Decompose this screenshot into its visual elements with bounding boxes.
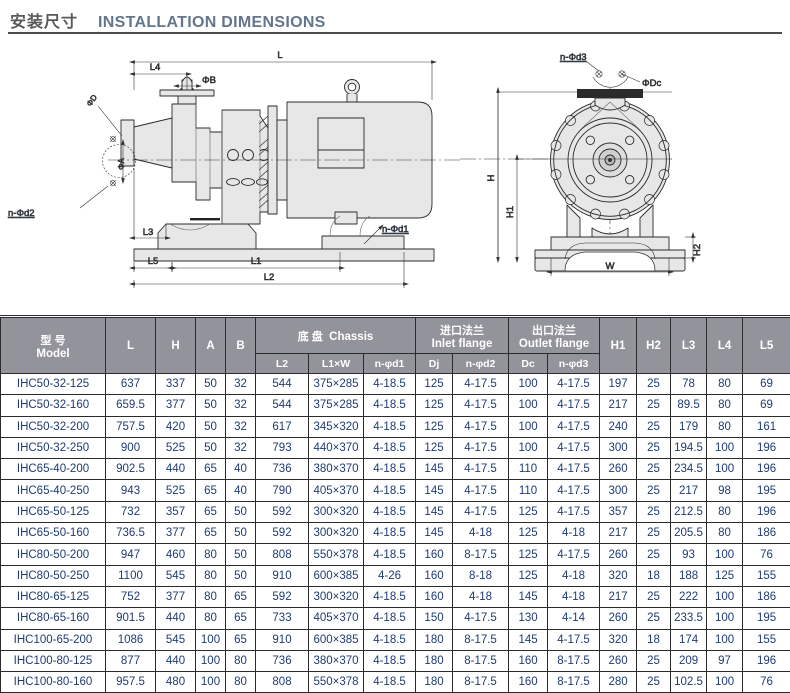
svg-text:ΦDc: ΦDc <box>642 78 661 89</box>
svg-text:H2: H2 <box>692 244 703 256</box>
svg-text:n-Φd3: n-Φd3 <box>560 52 587 63</box>
svg-text:L2: L2 <box>264 272 275 283</box>
svg-text:n-Φd2: n-Φd2 <box>8 208 35 219</box>
svg-text:ΦD: ΦD <box>85 93 99 108</box>
svg-text:L4: L4 <box>150 62 161 73</box>
svg-text:ΦA: ΦA <box>117 157 126 169</box>
svg-text:H: H <box>486 174 497 181</box>
svg-text:L: L <box>277 50 282 61</box>
svg-text:H1: H1 <box>505 206 516 218</box>
svg-text:n-Φd1: n-Φd1 <box>382 224 409 235</box>
svg-text:L3: L3 <box>143 227 154 238</box>
svg-text:W: W <box>606 261 615 272</box>
svg-text:L5: L5 <box>148 256 159 267</box>
svg-text:ΦB: ΦB <box>202 75 216 86</box>
svg-text:L1: L1 <box>251 256 262 267</box>
